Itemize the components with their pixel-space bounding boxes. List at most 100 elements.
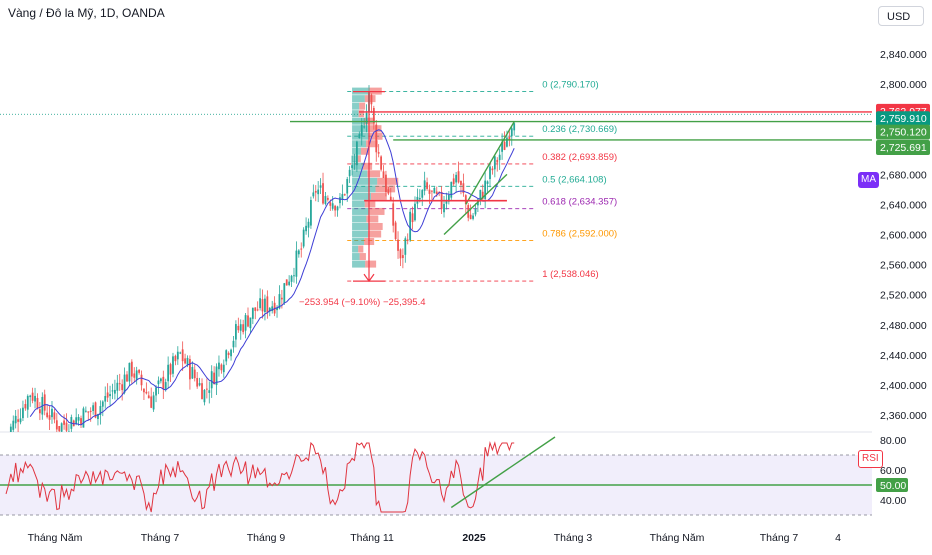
currency-button[interactable]: USD xyxy=(878,6,924,26)
candle-body xyxy=(361,125,363,136)
candle-body xyxy=(112,390,114,391)
candle-body xyxy=(204,390,206,402)
candle-body xyxy=(170,364,172,374)
vp-bar-up xyxy=(352,223,369,230)
vp-bar-down xyxy=(363,163,372,170)
chart-title: Vàng / Đô la Mỹ, 1D, OANDA xyxy=(8,6,165,20)
candle-body xyxy=(400,249,402,258)
candle-body xyxy=(78,417,80,421)
candle-body xyxy=(426,182,428,189)
candle-body xyxy=(29,396,31,398)
candle-body xyxy=(228,353,230,355)
candle-body xyxy=(75,417,77,423)
candle-body xyxy=(371,95,373,104)
candle-body xyxy=(184,358,186,363)
rsi-current-text: 50.00 xyxy=(880,480,906,492)
candle-body xyxy=(424,180,426,190)
candle-body xyxy=(245,315,247,331)
candle-body xyxy=(90,411,92,412)
x-tick-label: Tháng Năm xyxy=(28,532,83,544)
candle-body xyxy=(259,298,261,308)
candle-body xyxy=(291,276,293,282)
candle-body xyxy=(346,179,348,194)
candle-body xyxy=(51,409,53,417)
candle-body xyxy=(378,152,380,154)
candle-body xyxy=(225,350,227,361)
ma-line-group xyxy=(30,130,514,425)
candle-body xyxy=(17,419,19,422)
fib-label-0.786: 0.786 (2,592.000) xyxy=(542,229,617,240)
fib-label-0: 0 (2,790.170) xyxy=(542,79,599,90)
ma-tag[interactable]: MA xyxy=(858,172,879,188)
candle-body xyxy=(107,392,109,397)
vp-bar-up xyxy=(352,103,359,110)
candle-body xyxy=(383,171,385,178)
candle-body xyxy=(409,212,411,240)
candle-body xyxy=(404,238,406,255)
candle-body xyxy=(136,370,138,380)
candle-body xyxy=(208,390,210,393)
candle-body xyxy=(431,191,433,192)
candle-body xyxy=(281,298,283,300)
candle-body xyxy=(124,375,126,393)
candle-body xyxy=(358,134,360,138)
candle-body xyxy=(254,307,256,310)
vp-bar-down xyxy=(358,246,363,253)
y-tick-label: 2,800.000 xyxy=(880,79,927,91)
candle-body xyxy=(49,415,51,420)
candle-body xyxy=(344,194,346,195)
vp-bar-up xyxy=(352,208,370,215)
candle-body xyxy=(499,155,501,160)
candle-body xyxy=(351,165,353,168)
candle-body xyxy=(315,191,317,193)
rsi-tag[interactable]: RSI xyxy=(858,450,883,468)
candle-body xyxy=(24,404,26,408)
candle-body xyxy=(487,181,489,183)
candle-body xyxy=(257,309,259,310)
rsi-tick-label: 40.00 xyxy=(880,495,906,507)
candle-body xyxy=(494,156,496,169)
candle-body xyxy=(153,395,155,409)
candle-body xyxy=(66,423,68,431)
vp-bar-down xyxy=(359,103,365,110)
vp-bar-down xyxy=(360,253,366,260)
candle-body xyxy=(12,421,14,430)
candle-body xyxy=(392,203,394,225)
candle-body xyxy=(433,188,435,193)
candle-body xyxy=(218,363,220,370)
candle-body xyxy=(327,198,329,200)
y-tick-label: 2,400.000 xyxy=(880,380,927,392)
candle-body xyxy=(162,377,164,389)
vp-bar-down xyxy=(368,231,381,238)
candle-body xyxy=(412,213,414,222)
candle-body xyxy=(419,198,421,199)
vp-bar-down xyxy=(370,208,385,215)
candle-body xyxy=(158,381,160,385)
candle-body xyxy=(92,405,94,411)
vp-bar-down xyxy=(359,110,365,117)
rsi-background xyxy=(0,455,872,515)
candle-body xyxy=(363,126,365,127)
ma-line xyxy=(30,130,514,425)
fib-label-0.236: 0.236 (2,730.669) xyxy=(542,124,617,135)
candle-body xyxy=(37,398,39,409)
candle-body xyxy=(155,388,157,396)
candle-body xyxy=(508,137,510,140)
candle-body xyxy=(407,239,409,240)
fib-label-1: 1 (2,538.046) xyxy=(542,269,599,280)
candle-body xyxy=(145,392,147,394)
candle-body xyxy=(317,190,319,195)
candle-body xyxy=(32,393,34,401)
candle-body xyxy=(472,216,474,219)
candle-body xyxy=(395,223,397,239)
candle-body xyxy=(247,315,249,326)
candle-body xyxy=(242,324,244,332)
candle-body xyxy=(492,169,494,171)
candle-body xyxy=(475,209,477,215)
price-label-text: 2,750.120 xyxy=(880,127,927,139)
candle-body xyxy=(443,204,445,212)
candle-body xyxy=(46,413,48,418)
candle-body xyxy=(85,411,87,412)
